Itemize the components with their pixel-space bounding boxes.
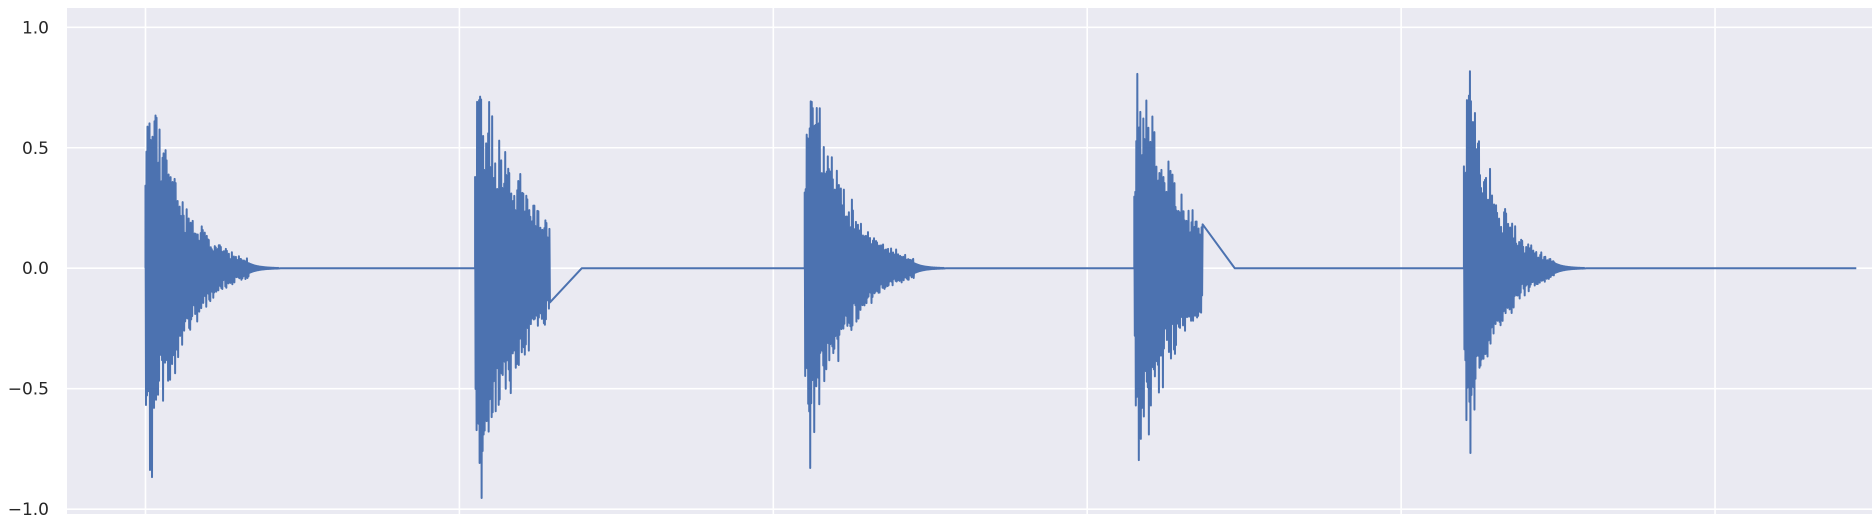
tick-label-layer: −1.0 −0.5 0.0 0.5 1.0 xyxy=(8,18,49,520)
y-tick-label: 0.5 xyxy=(22,139,49,159)
y-tick-label: −0.5 xyxy=(8,380,49,400)
plot-background xyxy=(67,8,1872,514)
y-tick-label: 0.0 xyxy=(22,259,49,279)
y-tick-label: −1.0 xyxy=(8,500,49,520)
y-tick-label: 1.0 xyxy=(22,18,49,38)
waveform-series-line xyxy=(144,70,1857,499)
series-layer xyxy=(144,70,1857,499)
